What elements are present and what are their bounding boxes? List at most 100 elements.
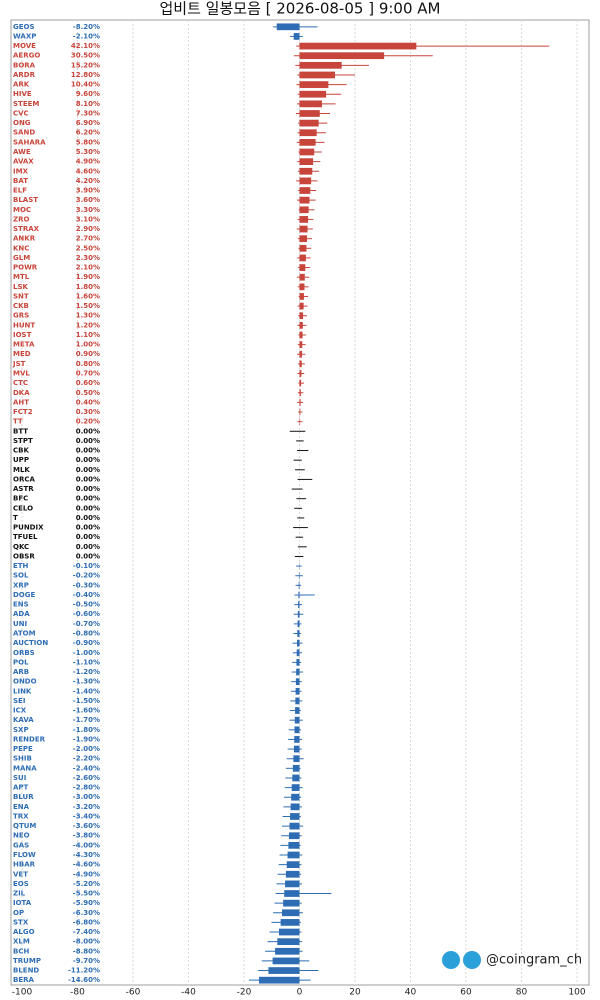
change-label: 4.60%	[76, 167, 100, 175]
coin-name: OBSR	[13, 552, 35, 560]
bar	[299, 216, 309, 223]
bar	[298, 572, 300, 580]
change-label: -2.40%	[73, 764, 100, 772]
change-label: -2.20%	[73, 755, 100, 763]
coin-name: BLAST	[13, 196, 38, 204]
change-label: 0.00%	[76, 475, 100, 483]
x-tick-label: 100	[568, 988, 585, 998]
change-label: 1.80%	[76, 283, 100, 291]
change-label: -9.70%	[73, 957, 100, 965]
bar	[297, 630, 300, 637]
bar	[284, 890, 300, 897]
coin-name: MANA	[13, 764, 37, 772]
change-label: 6.20%	[76, 129, 100, 137]
change-label: -5.90%	[73, 899, 100, 907]
coin-name: HIVE	[13, 90, 32, 98]
coin-name: MTL	[13, 273, 30, 281]
bar	[299, 187, 311, 194]
change-label: 0.00%	[76, 552, 100, 560]
coin-name: DKA	[13, 389, 30, 397]
coin-name: ZIL	[13, 890, 26, 898]
coin-name: MED	[13, 350, 31, 358]
chart-title: 업비트 일봉모음 [ 2026-08-05 ] 9:00 AM	[160, 0, 441, 18]
bar	[299, 244, 307, 252]
bar	[297, 620, 300, 628]
coin-name: HUNT	[13, 321, 35, 329]
change-label: 1.60%	[76, 292, 100, 300]
bar	[299, 139, 316, 146]
coin-name: XRP	[13, 581, 29, 589]
change-label: 1.50%	[76, 302, 100, 310]
bar	[299, 331, 303, 339]
coin-name: TRUMP	[13, 957, 41, 965]
bar	[299, 100, 322, 108]
coin-name: SEI	[13, 697, 25, 705]
bar	[297, 610, 300, 618]
coin-name: CKB	[13, 302, 29, 310]
bar	[296, 668, 300, 676]
change-label: 15.20%	[71, 61, 100, 69]
bar	[299, 389, 301, 397]
change-label: 4.90%	[76, 158, 100, 166]
coin-name: KAVA	[13, 716, 34, 724]
watermark: @coingram_ch	[442, 951, 582, 969]
coin-name: XLM	[13, 938, 30, 946]
coin-name: AVAX	[13, 158, 34, 166]
coin-name: ETH	[13, 562, 29, 570]
bar	[299, 61, 342, 69]
coin-name: LSK	[13, 283, 29, 291]
coin-name: CELO	[13, 504, 33, 512]
coin-name: QTUM	[13, 822, 36, 830]
coin-name: ARDR	[13, 71, 36, 79]
coin-name: NEO	[13, 832, 30, 840]
bar	[275, 947, 300, 955]
coin-name: AHT	[13, 398, 29, 406]
bar	[291, 784, 300, 791]
coin-name: PEPE	[13, 745, 33, 753]
bar	[285, 870, 300, 878]
bar	[288, 832, 300, 840]
change-label: 0.40%	[76, 398, 100, 406]
bar	[291, 793, 300, 801]
change-label: 7.30%	[76, 109, 100, 117]
bar	[299, 302, 304, 310]
change-label: -4.90%	[73, 870, 100, 878]
bar	[295, 707, 300, 714]
bar	[294, 736, 300, 743]
coin-name: MLK	[13, 466, 30, 474]
coin-name: SHIB	[13, 755, 32, 763]
change-label: 9.60%	[76, 90, 100, 98]
coin-name: LINK	[13, 687, 32, 695]
coin-name: AWE	[13, 148, 31, 156]
bar	[277, 938, 300, 946]
change-label: -3.80%	[73, 832, 100, 840]
bar	[288, 841, 300, 849]
coin-name: FCT2	[13, 408, 33, 416]
coin-name: SOL	[13, 572, 29, 580]
bar	[290, 813, 300, 820]
coin-name: BTT	[13, 427, 28, 435]
change-label: -1.60%	[73, 707, 100, 715]
coin-name: ARB	[13, 668, 29, 676]
bar	[299, 129, 317, 137]
change-label: 2.90%	[76, 225, 100, 233]
coin-name: META	[13, 341, 35, 349]
change-label: 5.80%	[76, 138, 100, 146]
bar	[292, 774, 300, 782]
bar	[299, 52, 385, 60]
bar	[293, 755, 300, 763]
bar	[286, 861, 300, 868]
change-label: 2.30%	[76, 254, 100, 262]
change-label: -0.30%	[73, 581, 100, 589]
change-label: -7.40%	[73, 928, 100, 936]
bar	[282, 909, 300, 917]
bar	[299, 158, 314, 166]
x-tick-label: -20	[237, 988, 252, 998]
bar	[299, 90, 327, 98]
bar	[299, 418, 301, 426]
change-label: -14.60%	[68, 976, 100, 984]
bar	[299, 177, 312, 185]
change-label: 30.50%	[71, 52, 100, 60]
bar	[299, 235, 307, 243]
coin-name: BERA	[13, 976, 35, 984]
